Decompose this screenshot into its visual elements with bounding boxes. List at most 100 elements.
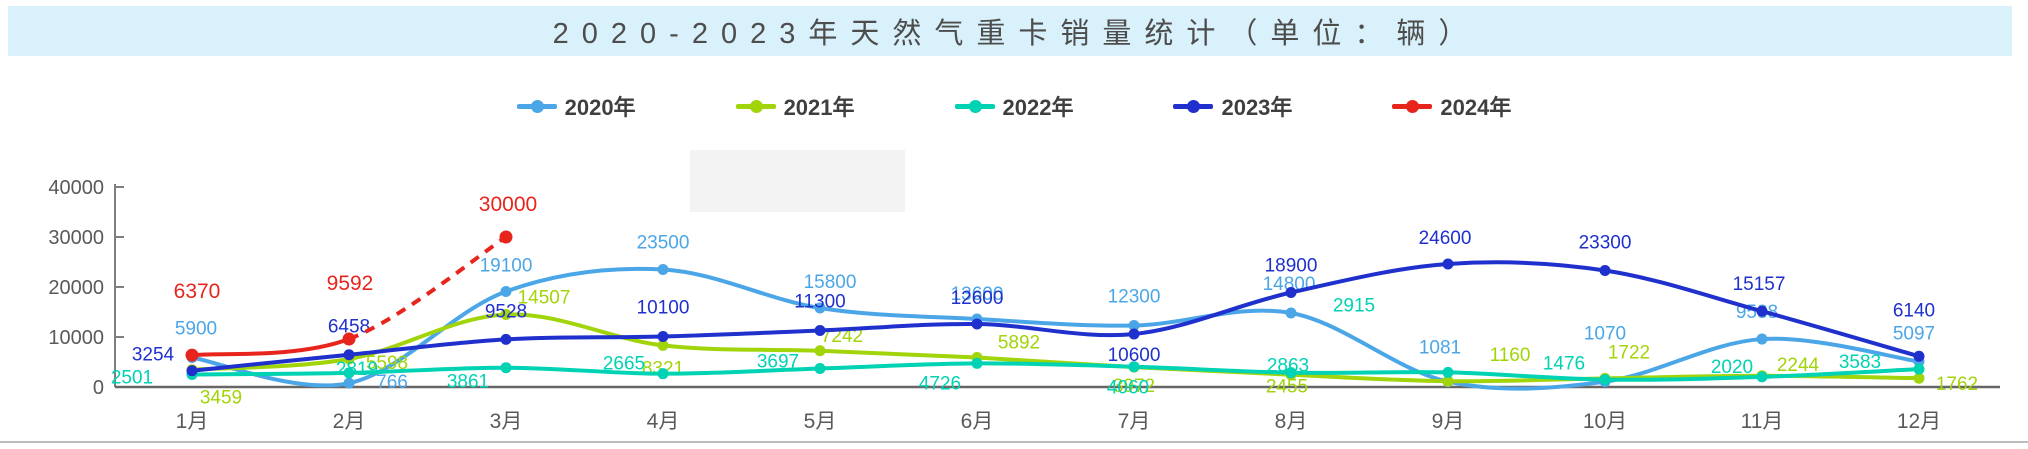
data-point — [1128, 328, 1140, 340]
data-label: 5598 — [366, 353, 408, 374]
data-point — [186, 365, 198, 377]
legend-line-marker-icon — [1173, 99, 1214, 113]
legend-label: 2020年 — [564, 95, 636, 120]
series-2024: 6370 9592 30000 — [174, 193, 537, 362]
data-label: 2020 — [1711, 357, 1753, 378]
data-label: 13600 — [951, 284, 1004, 305]
x-axis-label: 1月 — [176, 410, 209, 433]
legend-dot-icon — [1187, 99, 1201, 113]
bottom-separator — [0, 441, 2028, 443]
data-label: 2244 — [1777, 355, 1820, 376]
data-point — [500, 308, 512, 320]
data-point — [1128, 361, 1140, 373]
data-point — [1599, 374, 1611, 386]
data-point — [1756, 333, 1768, 345]
data-point — [343, 377, 355, 389]
data-point — [657, 339, 669, 351]
data-label: 6140 — [1893, 300, 1935, 321]
data-point — [500, 333, 512, 345]
data-point — [1285, 367, 1297, 379]
data-label: 5892 — [998, 333, 1040, 354]
legend-item-2024: 2024年 — [1392, 90, 1511, 122]
legend-item-2020: 2020年 — [516, 90, 636, 122]
x-axis-label: 7月 — [1118, 410, 1151, 433]
data-label: 10600 — [1108, 345, 1161, 366]
data-point — [971, 357, 983, 369]
legend-dot-icon — [1406, 99, 1420, 113]
x-axis-label: 10月 — [1583, 410, 1627, 433]
series-2022: 2501 2819 3861 2665 3697 4726 4060 2863 2915 1476… — [111, 295, 1925, 399]
data-label: 2455 — [1266, 377, 1308, 398]
data-point — [343, 349, 355, 361]
data-label: 12300 — [1108, 287, 1161, 308]
data-point — [1442, 366, 1454, 378]
data-point — [1913, 372, 1925, 384]
data-point — [657, 264, 669, 275]
series-line-dashed — [348, 235, 508, 341]
data-label: 19100 — [480, 256, 533, 277]
data-label: 1762 — [1936, 374, 1978, 395]
data-label: 3459 — [200, 388, 242, 409]
data-point — [971, 318, 983, 330]
axes: 0 10000 20000 30000 40000 — [48, 177, 2000, 399]
data-label: 1160 — [1490, 345, 1531, 366]
x-axis-label: 9月 — [1432, 410, 1465, 433]
data-point — [814, 345, 826, 357]
data-label: 3583 — [1839, 352, 1881, 373]
watermark-patch — [690, 150, 905, 212]
legend-dot-icon — [968, 99, 982, 113]
data-label: 23500 — [637, 233, 690, 254]
data-label: 18900 — [1265, 256, 1318, 277]
data-point — [1128, 320, 1140, 331]
chart-title: 2020-2023年天然气重卡销量统计（单位：辆） — [552, 18, 1481, 50]
series-line — [190, 260, 1921, 373]
data-label: 10100 — [637, 298, 690, 319]
data-point — [814, 363, 826, 375]
data-label: 2501 — [111, 367, 153, 388]
data-point — [1913, 350, 1925, 362]
data-label: 1081 — [1419, 338, 1461, 359]
x-axis-label: 11月 — [1741, 410, 1784, 433]
series-line — [190, 361, 1921, 382]
legend-label: 2024年 — [1440, 95, 1512, 120]
data-label: 14507 — [518, 287, 571, 308]
data-point — [342, 332, 356, 346]
data-label: 2863 — [1267, 356, 1309, 377]
x-axis-label: 6月 — [961, 410, 994, 433]
data-label: 24600 — [1419, 228, 1472, 249]
data-point — [343, 367, 355, 379]
data-point — [1756, 305, 1768, 317]
legend-label: 2021年 — [783, 95, 855, 120]
data-label: 5900 — [175, 319, 217, 340]
legend-line-marker-icon — [516, 99, 557, 113]
y-tick-label: 10000 — [48, 327, 104, 349]
legend-item-2022: 2022年 — [954, 90, 1073, 122]
legend-dot-icon — [530, 99, 544, 113]
data-point — [500, 286, 512, 297]
data-point — [814, 302, 826, 314]
data-label: 3697 — [757, 352, 799, 373]
data-point — [1599, 265, 1611, 276]
x-axis-label: 12月 — [1897, 410, 1941, 433]
x-axis-label: 2月 — [333, 410, 366, 433]
data-label: 9592 — [327, 272, 374, 295]
data-label: 766 — [376, 372, 408, 393]
legend-item-2023: 2023年 — [1173, 90, 1292, 122]
data-label: 2665 — [603, 354, 645, 375]
series-line — [190, 337, 351, 358]
data-point — [500, 362, 512, 374]
data-label: 1722 — [1608, 342, 1650, 363]
y-tick-label: 30000 — [48, 227, 104, 249]
chart-legend: 2020年 2021年 2022年 2023年 2024年 — [0, 90, 2028, 122]
data-label: 1070 — [1584, 324, 1626, 345]
x-axis-label: 4月 — [647, 410, 680, 433]
data-label: 1476 — [1543, 354, 1585, 375]
data-label: 15157 — [1733, 274, 1786, 295]
data-label: 11300 — [794, 292, 845, 313]
data-point — [814, 325, 826, 336]
data-label: 12600 — [951, 288, 1004, 309]
data-label: 23300 — [1579, 233, 1632, 254]
data-label: 15800 — [804, 272, 857, 293]
legend-line-marker-icon — [954, 99, 995, 113]
